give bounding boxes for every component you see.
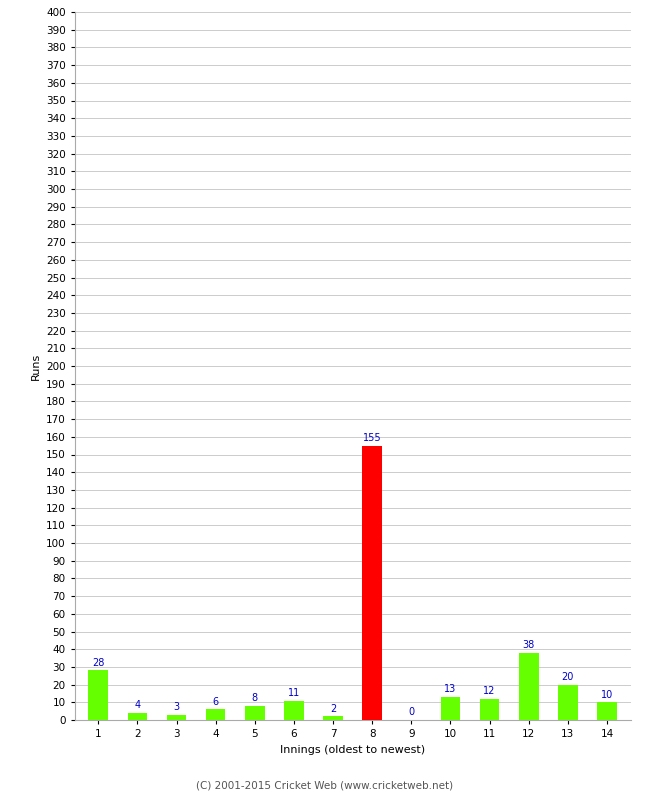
Text: 12: 12 <box>484 686 496 696</box>
Bar <box>441 697 460 720</box>
Bar <box>127 713 147 720</box>
Bar <box>323 717 343 720</box>
Bar <box>245 706 265 720</box>
Text: 2: 2 <box>330 704 336 714</box>
Text: 20: 20 <box>562 672 574 682</box>
Bar <box>519 653 539 720</box>
Text: 6: 6 <box>213 697 218 706</box>
Text: 3: 3 <box>174 702 179 712</box>
Bar <box>480 698 499 720</box>
Bar <box>88 670 108 720</box>
Text: 4: 4 <box>135 700 140 710</box>
Text: 0: 0 <box>408 707 415 718</box>
Bar <box>597 702 617 720</box>
Text: 8: 8 <box>252 693 258 703</box>
Y-axis label: Runs: Runs <box>31 352 40 380</box>
Text: 28: 28 <box>92 658 105 668</box>
Text: 10: 10 <box>601 690 613 700</box>
Text: 13: 13 <box>445 684 456 694</box>
Bar <box>206 710 226 720</box>
Bar <box>363 446 382 720</box>
Text: (C) 2001-2015 Cricket Web (www.cricketweb.net): (C) 2001-2015 Cricket Web (www.cricketwe… <box>196 781 454 790</box>
X-axis label: Innings (oldest to newest): Innings (oldest to newest) <box>280 745 425 754</box>
Text: 38: 38 <box>523 640 535 650</box>
Text: 155: 155 <box>363 433 382 443</box>
Bar <box>284 701 304 720</box>
Text: 11: 11 <box>288 688 300 698</box>
Bar <box>558 685 578 720</box>
Bar <box>166 714 187 720</box>
